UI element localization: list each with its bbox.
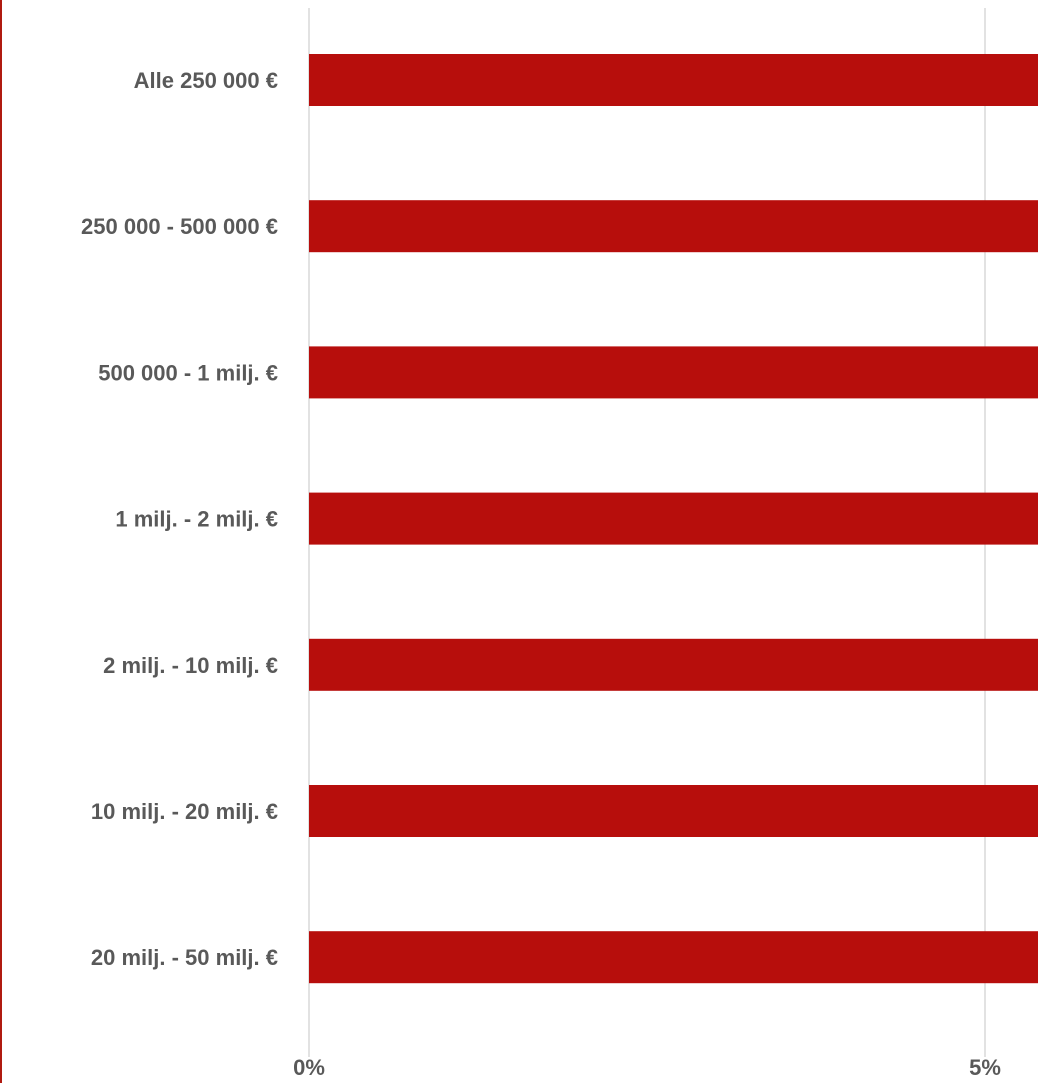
category-label: 20 milj. - 50 milj. € bbox=[91, 945, 278, 970]
bar bbox=[309, 492, 1038, 545]
category-labels: Alle 250 000 € 250 000 - 500 000 € 500 000… bbox=[81, 68, 278, 970]
category-label: 1 milj. - 2 milj. € bbox=[115, 507, 278, 532]
category-label: 250 000 - 500 000 € bbox=[81, 214, 278, 239]
x-tick-label: 5% bbox=[969, 1055, 1001, 1080]
bar bbox=[309, 931, 1038, 984]
x-tick-label: 0% bbox=[293, 1055, 325, 1080]
category-label: 10 milj. - 20 milj. € bbox=[91, 799, 278, 824]
bar bbox=[309, 785, 1038, 837]
bar bbox=[309, 54, 1038, 106]
bars bbox=[309, 54, 1038, 984]
category-label: 500 000 - 1 milj. € bbox=[98, 360, 278, 385]
bar bbox=[309, 200, 1038, 253]
category-label: Alle 250 000 € bbox=[134, 68, 278, 93]
category-label: 2 milj. - 10 milj. € bbox=[103, 653, 278, 678]
bar bbox=[309, 638, 1038, 691]
x-axis-tick-labels: 0%5%10%15%20%25% bbox=[293, 1055, 1001, 1080]
bar bbox=[309, 346, 1038, 399]
